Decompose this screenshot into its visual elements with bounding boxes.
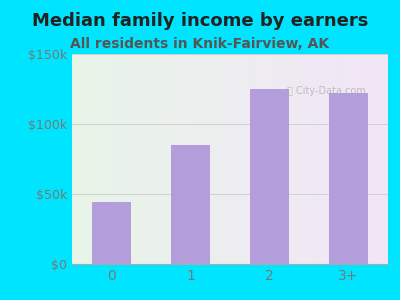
Text: Median family income by earners: Median family income by earners (32, 12, 368, 30)
Bar (92, 202, 131, 264)
Bar (250, 89, 289, 264)
Text: Ⓣ City-Data.com: Ⓣ City-Data.com (287, 85, 366, 95)
Bar (171, 145, 210, 264)
Text: All residents in Knik-Fairview, AK: All residents in Knik-Fairview, AK (70, 38, 330, 52)
Bar (329, 93, 368, 264)
